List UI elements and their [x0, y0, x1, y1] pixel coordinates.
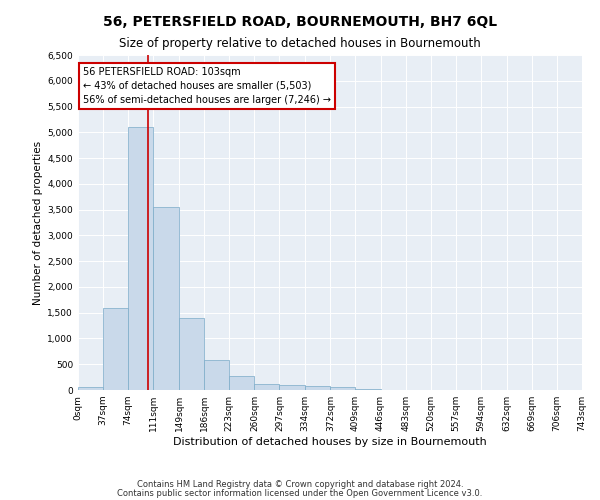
Bar	[103, 308, 128, 390]
Bar	[153, 207, 179, 390]
Bar	[280, 385, 305, 390]
Text: 56 PETERSFIELD ROAD: 103sqm
← 43% of detached houses are smaller (5,503)
56% of : 56 PETERSFIELD ROAD: 103sqm ← 43% of det…	[83, 66, 331, 104]
Bar	[254, 384, 280, 390]
Y-axis label: Number of detached properties: Number of detached properties	[33, 140, 43, 304]
Bar	[229, 376, 254, 390]
Text: Size of property relative to detached houses in Bournemouth: Size of property relative to detached ho…	[119, 38, 481, 51]
Text: Contains HM Land Registry data © Crown copyright and database right 2024.: Contains HM Land Registry data © Crown c…	[137, 480, 463, 489]
Bar	[128, 127, 153, 390]
Bar	[204, 360, 229, 390]
Text: 56, PETERSFIELD ROAD, BOURNEMOUTH, BH7 6QL: 56, PETERSFIELD ROAD, BOURNEMOUTH, BH7 6…	[103, 15, 497, 29]
X-axis label: Distribution of detached houses by size in Bournemouth: Distribution of detached houses by size …	[173, 437, 487, 447]
Bar	[331, 387, 355, 390]
Bar	[305, 386, 331, 390]
Bar	[78, 387, 103, 390]
Text: Contains public sector information licensed under the Open Government Licence v3: Contains public sector information licen…	[118, 488, 482, 498]
Bar	[179, 318, 204, 390]
